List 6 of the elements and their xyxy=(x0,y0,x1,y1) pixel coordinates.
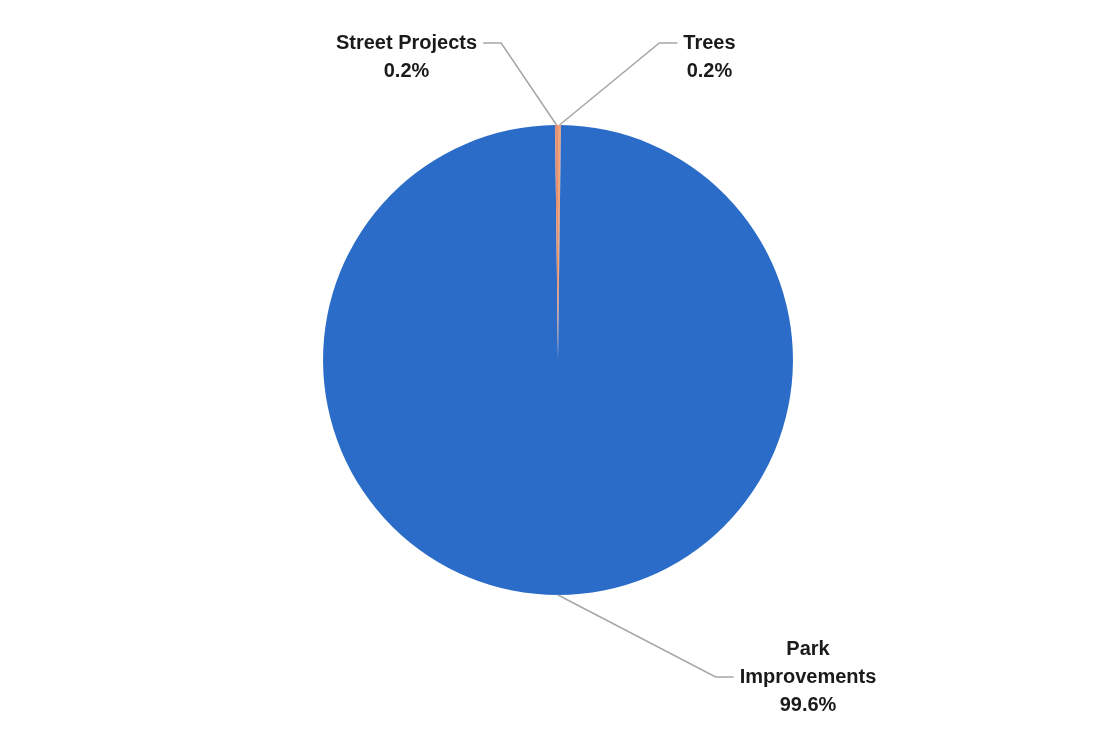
slice-label: Park Improvements xyxy=(739,636,877,687)
data-label: 0.2% xyxy=(383,58,430,81)
data-label: 0.2% xyxy=(686,58,733,81)
data-label: 99.6% xyxy=(779,692,837,715)
slice-label: Trees xyxy=(683,30,736,53)
slice-label: Street Projects xyxy=(335,30,478,53)
